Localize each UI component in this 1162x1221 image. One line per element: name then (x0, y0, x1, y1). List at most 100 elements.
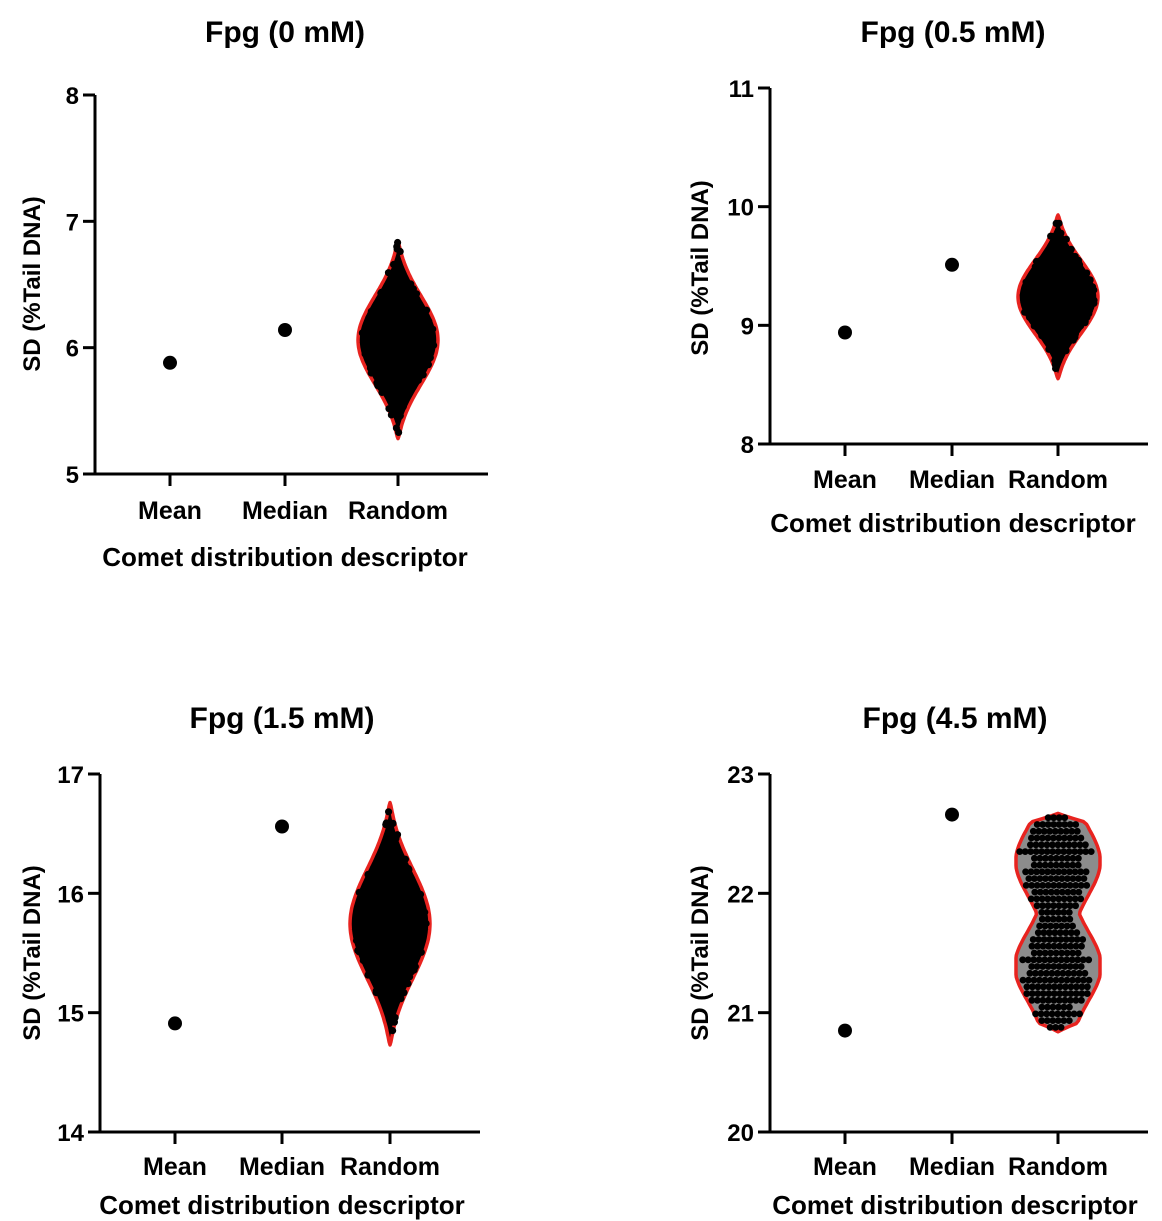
violin-dot (1073, 827, 1081, 835)
violin-dot (1067, 311, 1075, 319)
violin-dot (385, 330, 394, 338)
violin-dot (1068, 936, 1076, 943)
y-tick-label: 17 (57, 762, 84, 789)
violin-dot (1029, 983, 1036, 991)
violin-dot (1058, 976, 1065, 984)
violin-dot (1036, 976, 1043, 984)
y-tick-label: 14 (57, 1120, 84, 1147)
violin-dot (374, 382, 382, 390)
violin-dot (391, 837, 399, 845)
violin-dot (397, 385, 405, 394)
violin-dot (1037, 256, 1045, 264)
violin-dot (1058, 922, 1065, 930)
violin-dot (419, 371, 427, 379)
violin-dot (1047, 949, 1055, 957)
chart-panel-fpg-4-5mm: Fpg (4.5 mM) SD (%Tail DNA) Comet distri… (687, 702, 1148, 1220)
violin-dot (1040, 983, 1047, 991)
violin-dot (1047, 888, 1055, 896)
violin-dot (1076, 841, 1084, 849)
violin-dot (1057, 316, 1065, 325)
violin-dot (387, 411, 395, 419)
violin-dot (1076, 306, 1084, 314)
violin-dot (388, 884, 396, 892)
violin-dot (1045, 990, 1053, 997)
data-point-median (275, 819, 289, 834)
violin-dot (1030, 293, 1038, 301)
violin-dot (1038, 1017, 1046, 1024)
violin-dot (375, 325, 383, 333)
violin-dot (1035, 956, 1043, 964)
violin-dot (1028, 942, 1036, 950)
y-tick-label: 21 (727, 1001, 754, 1028)
violin-dot (1053, 854, 1060, 862)
violin-dot (1031, 888, 1039, 896)
y-tick-label: 7 (66, 209, 79, 236)
violin-dot (1038, 895, 1046, 903)
violin-dot (1025, 313, 1034, 321)
violin-dot (1049, 233, 1057, 241)
x-tick-label: Random (1008, 1153, 1108, 1181)
violin-dot (1056, 983, 1064, 991)
violin-dot (1053, 295, 1061, 303)
violin-dot (1065, 969, 1072, 977)
violin-dot (410, 378, 418, 386)
violin-dot (1057, 956, 1065, 964)
violin-dot (1034, 929, 1042, 937)
violin-dot (1074, 256, 1082, 264)
violin-dot (392, 865, 401, 873)
violin-dot (1073, 929, 1081, 937)
violin-dot (1066, 834, 1074, 842)
violin-dot (1044, 868, 1051, 876)
y-tick-label: 16 (57, 881, 84, 908)
violin-dot (352, 936, 361, 945)
violin-dot (1072, 834, 1079, 842)
x-tick-label: Mean (138, 497, 202, 525)
violin-dot (1072, 963, 1080, 970)
violin-dot (1033, 834, 1041, 842)
violin-dot (1046, 1024, 1054, 1031)
violin-dot (1085, 956, 1093, 964)
violin-dot (1033, 868, 1040, 876)
violin-dot (407, 885, 415, 894)
violin-dot (1041, 333, 1049, 342)
y-axis-label: SD (%Tail DNA) (687, 865, 714, 1041)
violin-dot (1022, 868, 1029, 876)
violin-dot (1065, 909, 1073, 916)
violin-dot (1057, 229, 1065, 237)
violin-dot (361, 932, 369, 940)
violin-dot (1072, 821, 1080, 828)
violin-dot (1065, 1017, 1073, 1024)
violin-dot (1056, 942, 1063, 950)
violin-dot (1027, 841, 1034, 849)
violin-dot (1052, 956, 1060, 964)
violin-dot (1055, 821, 1063, 828)
violin-dot (372, 300, 380, 308)
x-tick-label: Median (239, 1153, 325, 1181)
violin-dot (1027, 848, 1035, 855)
data-point-mean (838, 325, 852, 340)
violin-dot (1054, 909, 1062, 916)
violin-dot (1083, 269, 1091, 277)
violin-dot (1044, 915, 1052, 923)
data-points (163, 323, 292, 370)
data-point-median (945, 257, 959, 272)
axes: 20 21 22 23 Mean Median Random (727, 762, 1148, 1181)
violin-dot (1061, 942, 1069, 950)
violin-dot (1039, 996, 1047, 1004)
violin-dot (1043, 969, 1050, 977)
violin-dot (384, 348, 392, 356)
violin-dot (1052, 976, 1060, 984)
violin-dot (1031, 875, 1038, 882)
violin-dot (372, 987, 380, 995)
violin-dot (1058, 888, 1066, 896)
violin-dot (1087, 848, 1095, 855)
violin-dot (397, 923, 406, 931)
violin-dot (1039, 882, 1047, 889)
axes: 5 6 7 8 Mean Median Random (66, 83, 488, 525)
violin-dot (1069, 854, 1077, 862)
violin-dot (1063, 956, 1071, 964)
violin-dot (378, 301, 387, 309)
violin-dot (372, 369, 380, 377)
violin-dot (391, 978, 399, 986)
violin-dot (378, 973, 386, 981)
